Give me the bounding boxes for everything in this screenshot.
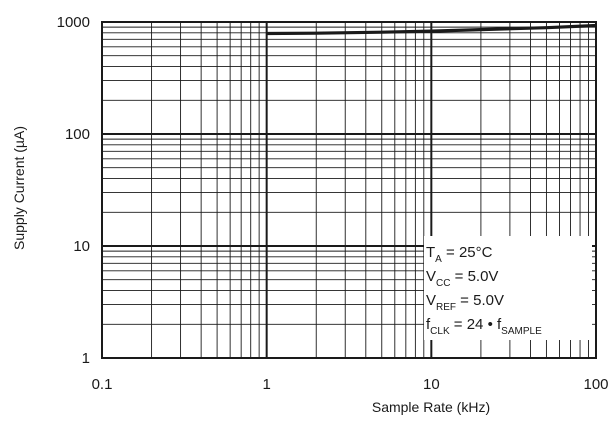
y-tick-label: 10 bbox=[73, 238, 90, 255]
x-tick-label: 0.1 bbox=[92, 376, 113, 393]
x-tick-label: 100 bbox=[583, 376, 608, 393]
y-tick-label: 1000 bbox=[57, 14, 90, 31]
condition-line: fCLK = 24 • fSAMPLE bbox=[426, 316, 542, 337]
condition-line: VCC = 5.0V bbox=[426, 268, 498, 289]
conditions-box: TA = 25°C VCC = 5.0V VREF = 5.0V fCLK = 24 … bbox=[424, 236, 592, 340]
condition-line: TA = 25°C bbox=[426, 244, 493, 265]
series-group bbox=[266, 23, 597, 36]
series-line bbox=[266, 23, 597, 36]
conditions-background bbox=[424, 236, 592, 340]
x-axis-label: Sample Rate (kHz) bbox=[372, 399, 490, 415]
condition-line: VREF = 5.0V bbox=[426, 292, 504, 313]
y-axis-label: Supply Current (µA) bbox=[11, 126, 27, 250]
plot-frame bbox=[101, 21, 597, 359]
y-tick-label: 1 bbox=[82, 350, 90, 367]
y-tick-labels: 1 10 100 1000 bbox=[57, 14, 90, 367]
y-tick-label: 100 bbox=[65, 126, 90, 143]
x-tick-labels: 0.1 1 10 100 bbox=[92, 376, 609, 393]
x-tick-label: 10 bbox=[423, 376, 440, 393]
x-tick-label: 1 bbox=[262, 376, 270, 393]
